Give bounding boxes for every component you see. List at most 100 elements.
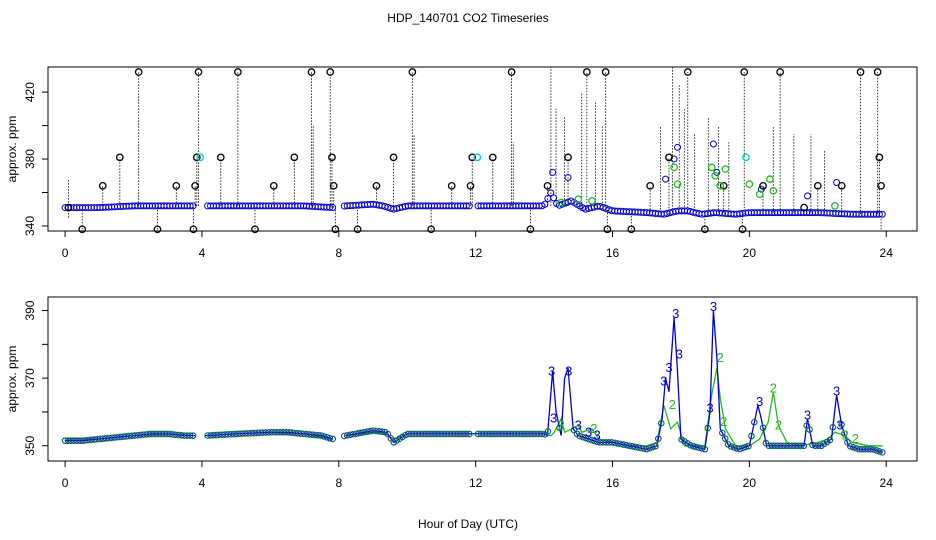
bottom-blue-point <box>748 433 755 439</box>
bottom-blue-point <box>544 428 551 435</box>
top-cyan-point <box>196 153 205 162</box>
bottom-blue-point <box>704 425 711 431</box>
bottom-x-axis: 0 4 8 12 16 20 24 <box>62 460 893 490</box>
bottom-blue-point <box>722 435 729 442</box>
top-x-tick-label: 24 <box>880 246 894 260</box>
top-green-point <box>745 180 754 188</box>
top-x-tick-label: 12 <box>469 246 483 260</box>
bottom-green-point <box>800 442 808 450</box>
top-black-point <box>683 68 692 76</box>
top-black-point <box>172 181 181 190</box>
top-black-point <box>800 203 808 212</box>
bottom-digit-label: 2 <box>852 431 859 446</box>
bottom-blue-point <box>326 435 333 442</box>
bottom-digit-label: 2 <box>770 380 777 395</box>
top-green-point <box>755 190 764 199</box>
bottom-green-point <box>797 442 805 450</box>
bottom-y-axis: 350 370 390 <box>23 300 49 456</box>
bottom-digit-label: 3 <box>706 401 713 416</box>
bottom-digit-label: 3 <box>660 374 667 389</box>
top-y-tick-label: 340 <box>23 216 37 236</box>
bottom-digit-label: 2 <box>590 421 597 436</box>
bottom-green-point <box>588 436 595 444</box>
bottom-digit-label: 2 <box>669 397 676 412</box>
top-blue-spike-point <box>709 140 717 148</box>
top-y-tick-label: 380 <box>23 149 37 169</box>
bottom-green-point <box>463 430 470 438</box>
bottom-digit-label: 3 <box>550 411 557 426</box>
top-black-point <box>389 153 398 162</box>
bottom-blue-point <box>797 442 804 449</box>
bottom-blue-point <box>696 444 702 451</box>
bottom-blue-point <box>187 432 194 439</box>
bottom-digit-label: 2 <box>717 350 724 365</box>
top-black-point <box>408 68 417 76</box>
bottom-blue-point <box>556 424 563 431</box>
top-black-point <box>466 181 475 190</box>
bottom-green-point <box>701 445 709 453</box>
top-green-point <box>831 202 839 210</box>
top-black-point <box>776 68 784 76</box>
top-black-point <box>326 68 335 76</box>
top-green-point <box>721 165 730 173</box>
bottom-green-point <box>329 435 337 443</box>
top-blue-point <box>547 189 555 197</box>
top-blue-point <box>189 202 197 210</box>
bottom-digit-label: 3 <box>585 424 592 439</box>
top-blue-spike-point <box>564 173 572 181</box>
bottom-blue-point <box>699 445 705 452</box>
top-black-point <box>701 225 709 234</box>
bottom-green-point <box>878 448 886 456</box>
bottom-blue-point <box>620 441 627 448</box>
top-black-point <box>153 225 162 234</box>
bottom-blue-point <box>719 430 726 436</box>
top-black-point <box>64 203 73 212</box>
bottom-x-tick-label: 20 <box>743 476 757 490</box>
bottom-green-point <box>875 448 883 455</box>
top-black-point <box>290 153 299 162</box>
top-green-point <box>588 197 596 205</box>
bottom-digit-label: 3 <box>575 417 582 432</box>
bottom-x-tick-label: 12 <box>469 476 483 490</box>
bottom-lines <box>65 310 883 454</box>
bottom-blue-point <box>318 432 324 439</box>
bottom-y-tick-label: 350 <box>23 435 37 455</box>
top-black-point <box>78 225 87 234</box>
top-black-point <box>543 181 552 190</box>
top-black-point <box>331 225 340 234</box>
chart-title: HDP_140701 CO2 Timeseries <box>387 11 548 25</box>
bottom-green-point <box>544 427 552 435</box>
bottom-green-point <box>320 432 328 440</box>
bottom-blue-point <box>379 428 385 435</box>
bottom-green-point <box>652 442 659 450</box>
top-green-point <box>557 198 566 207</box>
bottom-green-point <box>739 444 747 452</box>
bottom-digit-label: 3 <box>665 360 672 375</box>
bottom-x-tick-label: 4 <box>199 476 206 490</box>
top-green-point <box>766 175 774 183</box>
bottom-blue-point <box>626 442 633 449</box>
top-black-point <box>719 181 728 190</box>
bottom-green-point <box>841 430 848 438</box>
top-x-axis: 0 4 8 12 16 20 24 <box>62 230 894 260</box>
top-x-tick-label: 16 <box>606 246 620 260</box>
bottom-blue-point <box>655 435 662 442</box>
bottom-digit-label: 2 <box>558 417 565 432</box>
top-green-point <box>574 195 583 204</box>
top-black-point <box>488 153 497 162</box>
top-black-point <box>740 68 749 76</box>
bottom-green-point <box>646 444 654 452</box>
bottom-blue-point <box>623 442 630 449</box>
top-black-point <box>601 68 610 76</box>
bottom-line-sensor-3 <box>65 310 883 454</box>
bottom-green-point <box>576 432 584 440</box>
bottom-green-point <box>721 435 729 443</box>
bottom-y-tick-label: 370 <box>23 368 37 388</box>
top-black-point <box>875 153 884 162</box>
top-black-point <box>216 153 225 162</box>
bottom-green-point <box>829 423 837 431</box>
bottom-green-point <box>657 419 665 427</box>
bottom-blue-point <box>829 424 836 431</box>
